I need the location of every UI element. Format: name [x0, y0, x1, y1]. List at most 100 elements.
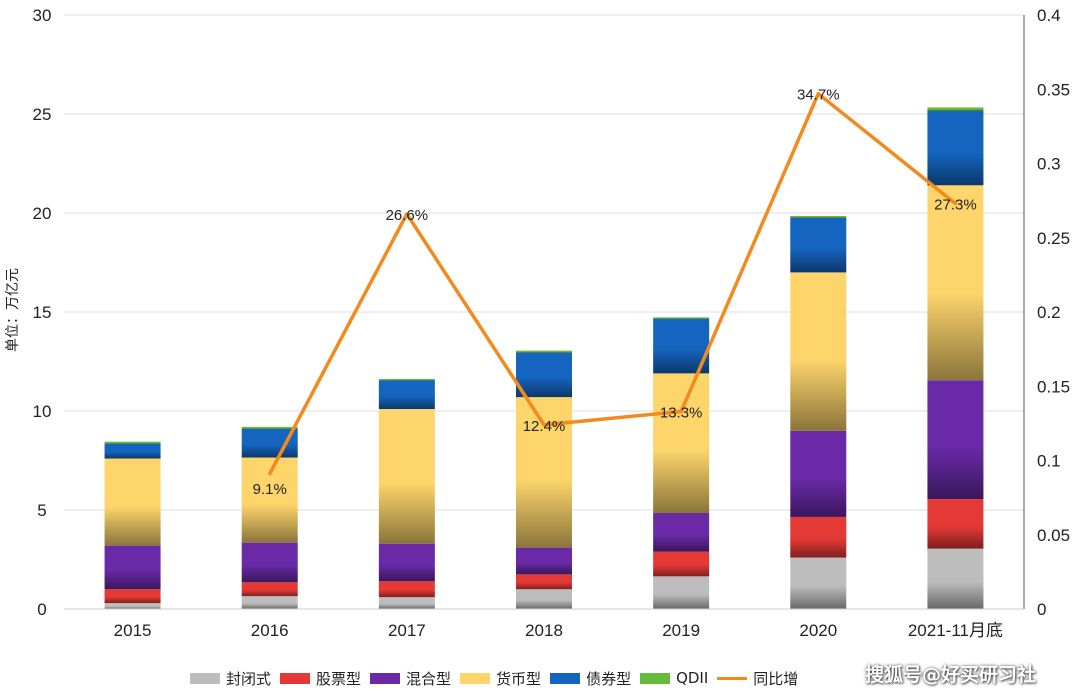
legend-label: QDII: [676, 669, 709, 687]
growth-line-layer: 9.1% 26.6% 12.4% 13.3% 34.7% 27.3%: [253, 87, 977, 498]
bar-segment-2: [790, 430, 847, 517]
bar-segment-5: [927, 107, 984, 112]
bar-segment-2: [378, 543, 435, 582]
bar-segment-3: [927, 185, 984, 381]
chart: 9.1% 26.6% 12.4% 13.3% 34.7% 27.3% 0 5 10 15 20 25…: [5, 6, 1071, 640]
growth-data-label: 9.1%: [253, 481, 287, 498]
legend-swatch: [550, 672, 581, 684]
bar-segment-1: [516, 574, 572, 590]
bar-segment-5: [378, 378, 435, 381]
bar-segment-1: [927, 499, 984, 549]
bar-segment-2: [241, 542, 298, 583]
legend-swatch: [190, 672, 220, 684]
bar-segment-3: [790, 272, 847, 431]
growth-point: [268, 472, 272, 476]
bar-segment-4: [378, 380, 435, 410]
legend-label: 股票型: [316, 669, 362, 688]
bar-segment-0: [927, 548, 984, 609]
x-tick-label: 2018: [525, 621, 563, 640]
growth-data-label: 13.3%: [660, 404, 703, 421]
bar-segment-1: [104, 589, 161, 604]
legend-label: 货币型: [496, 669, 542, 688]
legend-item-line: 同比增: [717, 668, 798, 689]
bar-segment-0: [104, 603, 161, 609]
watermark: 搜狐号@好买研习社: [865, 664, 1037, 686]
x-tick-label: 2015: [114, 621, 152, 640]
bar-segment-3: [104, 458, 161, 546]
y-tick-label: 25: [33, 105, 52, 124]
legend-item: 股票型: [280, 668, 361, 689]
bar-segment-5: [241, 426, 298, 429]
legend-item: 债券型: [550, 668, 631, 689]
bar-segment-1: [790, 516, 847, 558]
legend-line-swatch: [717, 676, 748, 680]
bar-segment-2: [927, 380, 984, 500]
y2-tick-label: 0.3: [1037, 155, 1061, 174]
bar-segment-2: [653, 512, 710, 552]
bar-segment-2: [516, 547, 572, 575]
bars: [104, 107, 984, 609]
growth-data-label: 27.3%: [934, 197, 977, 214]
legend-item: 混合型: [370, 668, 451, 689]
legend-swatch: [280, 672, 311, 684]
y2-tick-label: 0.05: [1037, 526, 1070, 545]
y2-tick-label: 0.4: [1037, 6, 1061, 25]
growth-line: [268, 91, 957, 475]
x-tick-label: 2021-11月底: [908, 621, 1003, 640]
legend-line-label: 同比增: [753, 669, 799, 688]
y-tick-label: 20: [33, 204, 52, 223]
bar-segment-0: [516, 589, 572, 609]
bar-segment-1: [653, 551, 710, 577]
bar-segment-5: [104, 441, 161, 444]
axes: 0 5 10 15 20 25 30 0 0.05 0.1 0.15 0.2 0.25 0.3 0.35 0.…: [33, 6, 1071, 640]
bar-segment-4: [790, 217, 847, 273]
y2-tick-label: 0.35: [1037, 80, 1070, 99]
growth-data-label: 12.4%: [523, 418, 566, 435]
legend-label: 混合型: [406, 669, 452, 688]
x-tick-label: 2017: [388, 621, 426, 640]
bar-segment-1: [378, 581, 435, 598]
bar-segment-0: [790, 557, 847, 609]
bar-segment-3: [653, 373, 710, 513]
y2-tick-label: 0.1: [1037, 452, 1061, 471]
bar-segment-0: [378, 597, 435, 609]
legend-item: 封闭式: [190, 668, 271, 689]
growth-point: [816, 92, 820, 96]
y2-tick-label: 0.25: [1037, 229, 1070, 248]
bar-segment-0: [241, 596, 298, 609]
growth-point: [953, 202, 957, 206]
y-tick-label: 10: [33, 402, 52, 421]
legend-item: 货币型: [460, 668, 541, 689]
growth-point: [405, 212, 409, 216]
x-tick-label: 2019: [662, 621, 700, 640]
bar-segment-5: [790, 215, 847, 218]
y2-tick-label: 0: [1037, 600, 1046, 619]
legend-swatch: [460, 672, 491, 684]
growth-point: [679, 409, 683, 413]
x-tick-label: 2020: [799, 621, 837, 640]
legend-label: 债券型: [586, 669, 632, 688]
y-axis-label: 单位：万亿元: [5, 268, 21, 352]
bar-segment-5: [653, 317, 710, 319]
y-tick-label: 5: [37, 501, 46, 520]
bar-segment-0: [653, 576, 710, 609]
y-tick-label: 15: [33, 303, 52, 322]
y-tick-label: 30: [33, 6, 52, 25]
legend-label: 封闭式: [226, 669, 272, 688]
growth-point: [542, 423, 546, 427]
y2-tick-label: 0.15: [1037, 377, 1070, 396]
bar-segment-4: [104, 443, 161, 459]
legend-item: QDII: [640, 669, 708, 687]
bar-segment-2: [104, 545, 161, 590]
bar-segment-1: [241, 582, 298, 597]
legend-swatch: [640, 672, 671, 684]
y-tick-label: 0: [37, 600, 46, 619]
growth-data-label: 26.6%: [386, 207, 429, 224]
bar-segment-5: [516, 350, 572, 353]
bar-segment-3: [378, 409, 435, 544]
legend-swatch: [370, 672, 401, 684]
bar-segment-4: [241, 428, 298, 458]
legend: 封闭式 股票型 混合型 货币型 债券型 QDII 同比增: [190, 667, 807, 689]
x-tick-label: 2016: [251, 621, 289, 640]
bar-segment-4: [516, 352, 572, 398]
